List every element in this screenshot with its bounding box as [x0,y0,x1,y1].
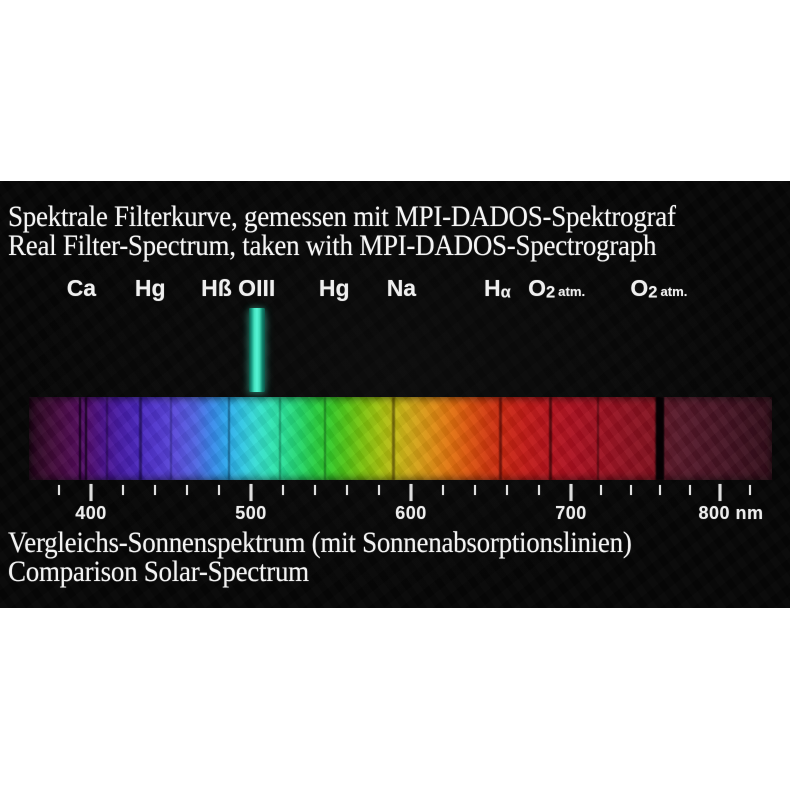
wavelength-label-500: 500 [235,503,267,523]
absorption-line-760 [656,397,665,480]
wavelength-tick-680 [538,485,540,495]
absorption-line-687 [548,397,552,480]
absorption-line-450 [170,397,172,480]
wavelength-tick-580 [378,485,380,495]
wavelength-axis: 400 500 600 700 800 nm [0,484,790,529]
wavelength-label-400: 400 [75,503,107,523]
wavelength-tick-620 [442,485,444,495]
wavelength-tick-820 [748,485,751,495]
title-block: Spektrale Filterkurve, gemessen mit MPI-… [8,200,676,262]
absorption-line-656 [499,397,502,480]
absorption-line-393 [78,397,81,480]
wavelength-tick-660 [506,485,508,495]
absorption-line-397 [85,397,88,480]
title-german: Spektrale Filterkurve, gemessen mit MPI-… [8,200,676,233]
wavelength-tick-460 [186,485,188,495]
wavelength-tick-760 [659,485,662,495]
wavelength-tick-640 [474,485,476,495]
wavelength-tick-480 [218,485,220,495]
line-label-hg-blue: Hg [134,275,166,301]
wavelength-tick-520 [282,485,284,495]
title-english: Real Filter-Spectrum, taken with MPI-DAD… [8,229,657,262]
absorption-line-546 [323,397,326,480]
absorption-line-431 [139,397,142,480]
wavelength-tick-540 [314,485,316,495]
wavelength-tick-560 [346,485,348,495]
line-label-hg-green: Hg [318,275,350,301]
wavelength-tick-420 [122,485,124,495]
caption-english: Comparison Solar-Spectrum [8,555,309,588]
line-label-halpha: Hα [483,275,511,302]
wavelength-tick-500 [249,484,253,501]
wavelength-tick-400 [89,484,93,501]
wavelength-tick-780 [689,485,692,495]
wavelength-label-700: 700 [555,503,587,523]
line-label-na: Na [386,275,417,301]
absorption-line-486 [227,397,230,480]
absorption-line-410 [106,397,108,480]
absorption-line-589 [392,397,395,480]
wavelength-tick-700 [569,484,573,501]
spectro-panel: Spektrale Filterkurve, gemessen mit MPI-… [0,181,790,608]
spectral-line-labels: Ca Hg Hß OIII Hg Na Hα O2 atm. O2 atm. [0,275,790,301]
line-label-o2-atm-b: O2 atm. [528,275,586,302]
absorption-line-518 [279,397,281,480]
solar-spectrum-strip [28,397,773,480]
wavelength-tick-720 [599,485,602,495]
wavelength-tick-600 [409,484,413,501]
wavelength-tick-740 [629,485,632,495]
wavelength-tick-440 [154,485,156,495]
wavelength-tick-800 [718,484,722,501]
caption-block: Vergleichs-Sonnenspektrum (mit Sonnenabs… [8,526,632,588]
line-label-ca: Ca [66,275,97,301]
oiii-filter-band [249,308,266,392]
wavelength-label-800: 800 nm [698,503,764,523]
absorption-line-718 [596,397,599,480]
line-label-hbeta-oiii: Hß OIII [201,275,276,301]
wavelength-label-600: 600 [395,503,427,523]
caption-german: Vergleichs-Sonnenspektrum (mit Sonnenabs… [8,526,632,559]
wavelength-tick-380 [58,485,60,495]
line-label-o2-atm-a: O2 atm. [630,275,688,302]
